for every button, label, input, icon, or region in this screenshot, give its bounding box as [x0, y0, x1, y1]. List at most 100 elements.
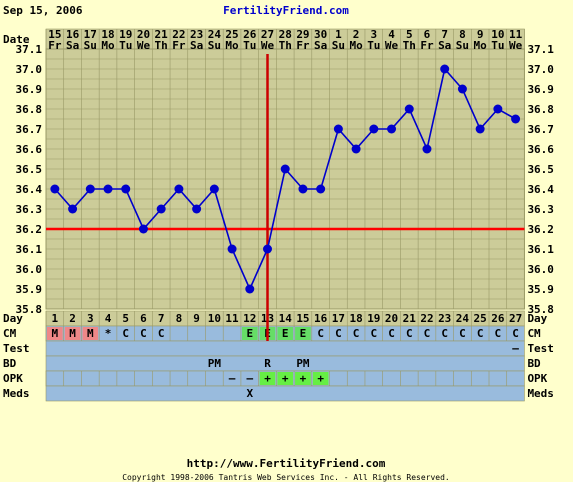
cm-value: C: [140, 327, 147, 340]
y-tick-label-left: 37.1: [16, 43, 43, 56]
weekday-label: Mo: [101, 39, 115, 52]
y-tick-label-right: 37.0: [527, 63, 554, 76]
cm-cell-mark: [241, 327, 258, 340]
footer-url[interactable]: http://www.FertilityFriend.com: [187, 457, 386, 470]
weekday-label: We: [385, 39, 399, 52]
weekday-label: Th: [279, 39, 292, 52]
date-label: 3: [371, 28, 378, 41]
cm-value: M: [52, 327, 59, 340]
temperature-point: [511, 114, 521, 124]
date-label: 29: [296, 28, 309, 41]
temperature-point: [227, 244, 237, 254]
day-value: 11: [225, 312, 239, 325]
temperature-point: [121, 184, 131, 194]
cm-value: C: [459, 327, 466, 340]
temperature-point: [156, 204, 166, 214]
date-label: 22: [172, 28, 185, 41]
cm-value: M: [69, 327, 76, 340]
day-value: 7: [158, 312, 165, 325]
date-label: 6: [424, 28, 431, 41]
temperature-point: [50, 184, 60, 194]
y-tick-label-right: 36.3: [527, 203, 554, 216]
weekday-label: We: [137, 39, 151, 52]
cm-value: C: [335, 327, 342, 340]
day-value: 24: [456, 312, 470, 325]
temperature-point: [280, 164, 290, 174]
weekday-label: Fr: [296, 39, 310, 52]
bd-value: PM: [208, 357, 222, 370]
y-tick-label-right: 36.2: [527, 223, 554, 236]
row-bg-meds: [45, 385, 525, 402]
temperature-point: [457, 84, 467, 94]
row-bg-test: [45, 340, 525, 357]
weekday-label: Sa: [438, 39, 451, 52]
opk-value: +: [317, 372, 324, 385]
temperature-point: [351, 144, 361, 154]
row-label-test: Test: [3, 342, 30, 355]
y-tick-label-left: 36.0: [16, 263, 43, 276]
day-value: 27: [509, 312, 522, 325]
cm-value: C: [122, 327, 129, 340]
weekday-label: Fr: [172, 39, 186, 52]
axis-labels: Date 15Fr16Sa17Su18Mo19Tu20We21Th22Fr23Sa…: [3, 28, 554, 400]
date-label: 11: [509, 28, 523, 41]
weekday-label: Su: [84, 39, 97, 52]
y-tick-label-left: 35.8: [16, 303, 43, 316]
day-value: 16: [314, 312, 328, 325]
cm-value: C: [512, 327, 519, 340]
header-site-link[interactable]: FertilityFriend.com: [223, 4, 349, 17]
weekday-label: Fr: [48, 39, 62, 52]
temperature-point: [68, 204, 78, 214]
cm-value: C: [495, 327, 502, 340]
day-value: 18: [349, 312, 362, 325]
bd-value: PM: [296, 357, 310, 370]
date-label: 21: [155, 28, 169, 41]
temperature-point: [103, 184, 113, 194]
plot-grid: [45, 28, 525, 310]
weekday-label: Tu: [243, 39, 256, 52]
opk-cell-mark: [295, 372, 311, 385]
cm-cell-mark: [82, 327, 99, 340]
row-label-cm: CM: [3, 327, 17, 340]
day-value: 17: [332, 312, 345, 325]
day-value: 6: [140, 312, 147, 325]
date-label: 24: [208, 28, 222, 41]
temperature-point: [209, 184, 219, 194]
temperature-point: [263, 244, 272, 254]
date-label: 26: [243, 28, 257, 41]
y-tick-label-right: 36.1: [527, 243, 554, 256]
header-date: Sep 15, 2006: [3, 4, 83, 17]
weekday-label: Su: [456, 39, 469, 52]
date-label: 25: [225, 28, 238, 41]
cm-value: C: [371, 327, 378, 340]
day-value: 25: [474, 312, 487, 325]
opk-value: +: [300, 372, 307, 385]
y-tick-label-left: 36.2: [16, 223, 43, 236]
cm-value: *: [105, 327, 112, 340]
row-label-date: Date: [3, 33, 30, 46]
row-label-day: Day: [3, 312, 23, 325]
test-value: –: [512, 342, 519, 355]
opk-value: +: [282, 372, 289, 385]
day-value: 15: [296, 312, 309, 325]
y-tick-label-left: 36.3: [16, 203, 43, 216]
date-label: 23: [190, 28, 203, 41]
weekday-label: Mo: [225, 39, 239, 52]
day-value: 5: [122, 312, 129, 325]
date-label: 9: [477, 28, 484, 41]
opk-cell-mark: [259, 372, 276, 385]
day-value: 2: [69, 312, 76, 325]
temperature-point: [85, 184, 95, 194]
row-label-right-day: Day: [527, 312, 547, 325]
opk-value: –: [246, 372, 253, 385]
y-tick-label-right: 37.1: [527, 43, 554, 56]
day-value: 20: [385, 312, 398, 325]
row-label-right-bd: BD: [527, 357, 541, 370]
row-bg-bd: [45, 355, 525, 372]
cm-cell-mark: [295, 327, 311, 340]
date-label: 28: [279, 28, 292, 41]
cm-value: C: [406, 327, 413, 340]
day-value: 4: [105, 312, 112, 325]
